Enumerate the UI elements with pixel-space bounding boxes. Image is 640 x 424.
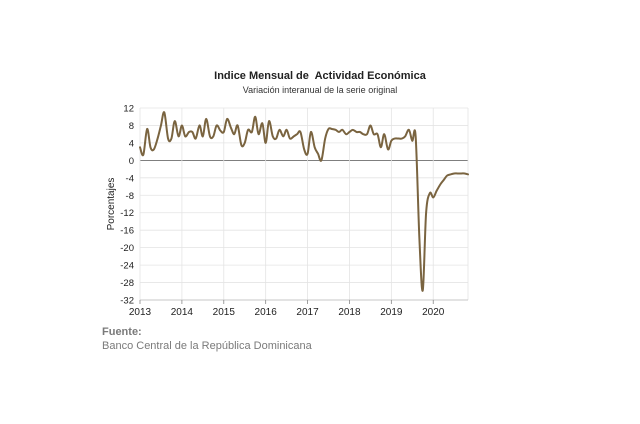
source-text: Banco Central de la República Dominicana: [102, 340, 312, 352]
y-tick-label: -28: [120, 278, 134, 289]
y-tick-label: 4: [129, 138, 134, 149]
y-axis-title: Porcentajes: [106, 178, 117, 231]
x-tick-label: 2019: [380, 307, 403, 318]
x-tick-label: 2014: [171, 307, 194, 318]
y-axis-ticks: 12 8 4 0 -4 -8 -12 -16 -20 -24 -28 -32: [120, 104, 134, 307]
y-tick-label: -20: [120, 243, 134, 254]
grid: [139, 107, 469, 301]
y-tick-label: -12: [120, 208, 134, 219]
x-axis-ticks: 2013 2014 2015 2016 2017 2018 2019 2020: [129, 300, 445, 318]
y-tick-label: -32: [120, 296, 134, 307]
x-tick-label: 2015: [213, 307, 236, 318]
y-tick-label: 8: [129, 121, 134, 132]
chart-subtitle: Variación interanual de la serie origina…: [242, 85, 398, 95]
y-tick-label: -16: [120, 226, 134, 237]
x-tick-label: 2016: [255, 307, 278, 318]
x-tick-label: 2017: [296, 307, 319, 318]
series-group: [139, 111, 469, 292]
y-tick-label: -4: [126, 173, 134, 184]
y-tick-label: 12: [123, 104, 134, 115]
x-tick-label: 2013: [129, 307, 152, 318]
y-tick-label: 0: [129, 156, 134, 167]
x-tick-label: 2020: [422, 307, 445, 318]
x-tick-label: 2018: [338, 307, 361, 318]
chart-title: Indice Mensual de Actividad Económica: [214, 70, 426, 82]
y-tick-label: -24: [120, 261, 134, 272]
series-line: [139, 111, 469, 292]
source-label: Fuente:: [102, 326, 142, 338]
y-tick-label: -8: [126, 191, 134, 202]
